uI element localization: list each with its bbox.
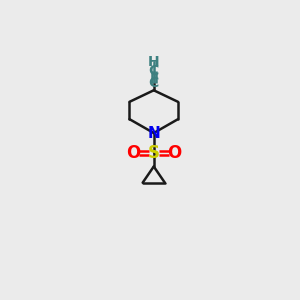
Text: O: O — [126, 144, 140, 162]
Text: N: N — [147, 125, 160, 140]
Text: C: C — [148, 76, 159, 90]
Text: H: H — [148, 55, 160, 69]
Text: S: S — [148, 144, 160, 162]
Text: O: O — [167, 144, 181, 162]
Text: C: C — [148, 64, 159, 78]
